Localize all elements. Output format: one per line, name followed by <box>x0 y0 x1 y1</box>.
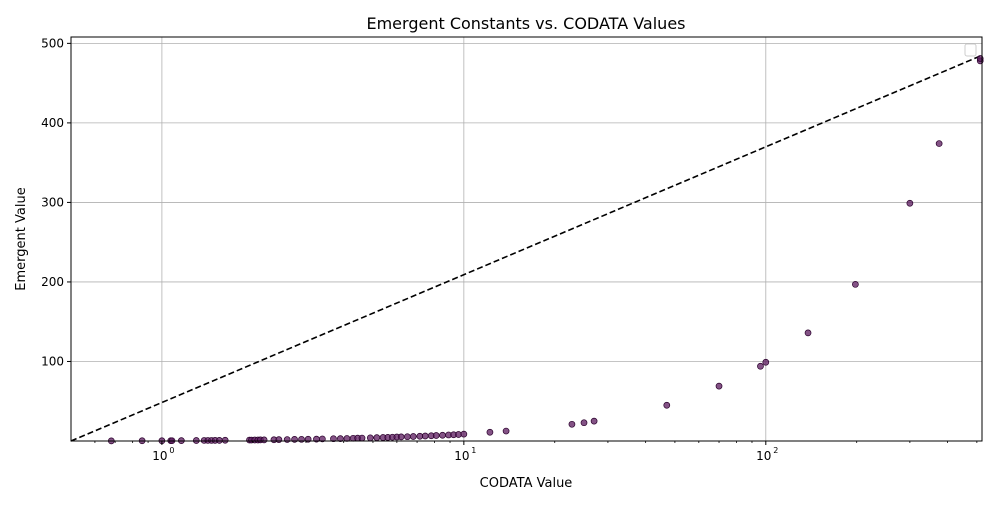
chart-title: Emergent Constants vs. CODATA Values <box>366 14 685 33</box>
data-point <box>397 433 405 441</box>
data-point <box>439 431 446 439</box>
y-tick-label: 100 <box>41 354 64 368</box>
data-point <box>291 436 298 443</box>
x-tick-exponent: 1 <box>471 446 476 455</box>
x-tick-label: 10 <box>756 449 771 463</box>
x-tick-exponent: 2 <box>773 446 778 455</box>
data-point <box>216 437 223 444</box>
data-point <box>260 436 268 444</box>
y-axis-label: Emergent Value <box>14 187 29 290</box>
data-point <box>502 427 510 435</box>
plot-frame <box>70 36 983 442</box>
data-point <box>580 419 588 427</box>
data-point <box>319 435 326 443</box>
data-point <box>373 434 381 442</box>
plot-background <box>71 37 982 441</box>
reference-line-layer <box>70 54 983 442</box>
x-axis-label: CODATA Value <box>480 476 573 491</box>
data-point <box>221 436 229 444</box>
data-point <box>757 362 764 370</box>
grid-lines <box>71 37 982 441</box>
data-point <box>366 434 374 442</box>
data-point <box>568 420 576 428</box>
data-point <box>852 280 859 288</box>
x-tick-label: 10 <box>454 449 469 463</box>
data-point <box>409 433 417 440</box>
data-point <box>460 430 468 438</box>
data-point <box>486 428 494 436</box>
y-tick-label: 300 <box>41 195 64 209</box>
data-point <box>404 433 411 441</box>
data-point <box>935 140 943 147</box>
data-point <box>715 382 723 390</box>
data-point <box>330 435 337 443</box>
data-point <box>283 436 291 443</box>
data-point <box>804 329 812 337</box>
y-tick-label: 200 <box>41 275 64 289</box>
data-point <box>590 417 598 425</box>
data-point <box>421 432 429 440</box>
data-point <box>337 435 344 442</box>
data-point <box>663 401 671 409</box>
data-point <box>906 199 914 207</box>
data-point <box>762 358 770 366</box>
reference-line <box>70 54 983 442</box>
data-point <box>358 434 366 442</box>
x-tick-label: 10 <box>152 449 167 463</box>
x-tick-exponent: 0 <box>169 446 174 455</box>
y-tick-label: 400 <box>41 116 64 130</box>
data-point <box>432 432 440 439</box>
y-tick-label: 500 <box>41 36 64 50</box>
legend-box <box>964 43 977 57</box>
data-point <box>275 436 283 443</box>
